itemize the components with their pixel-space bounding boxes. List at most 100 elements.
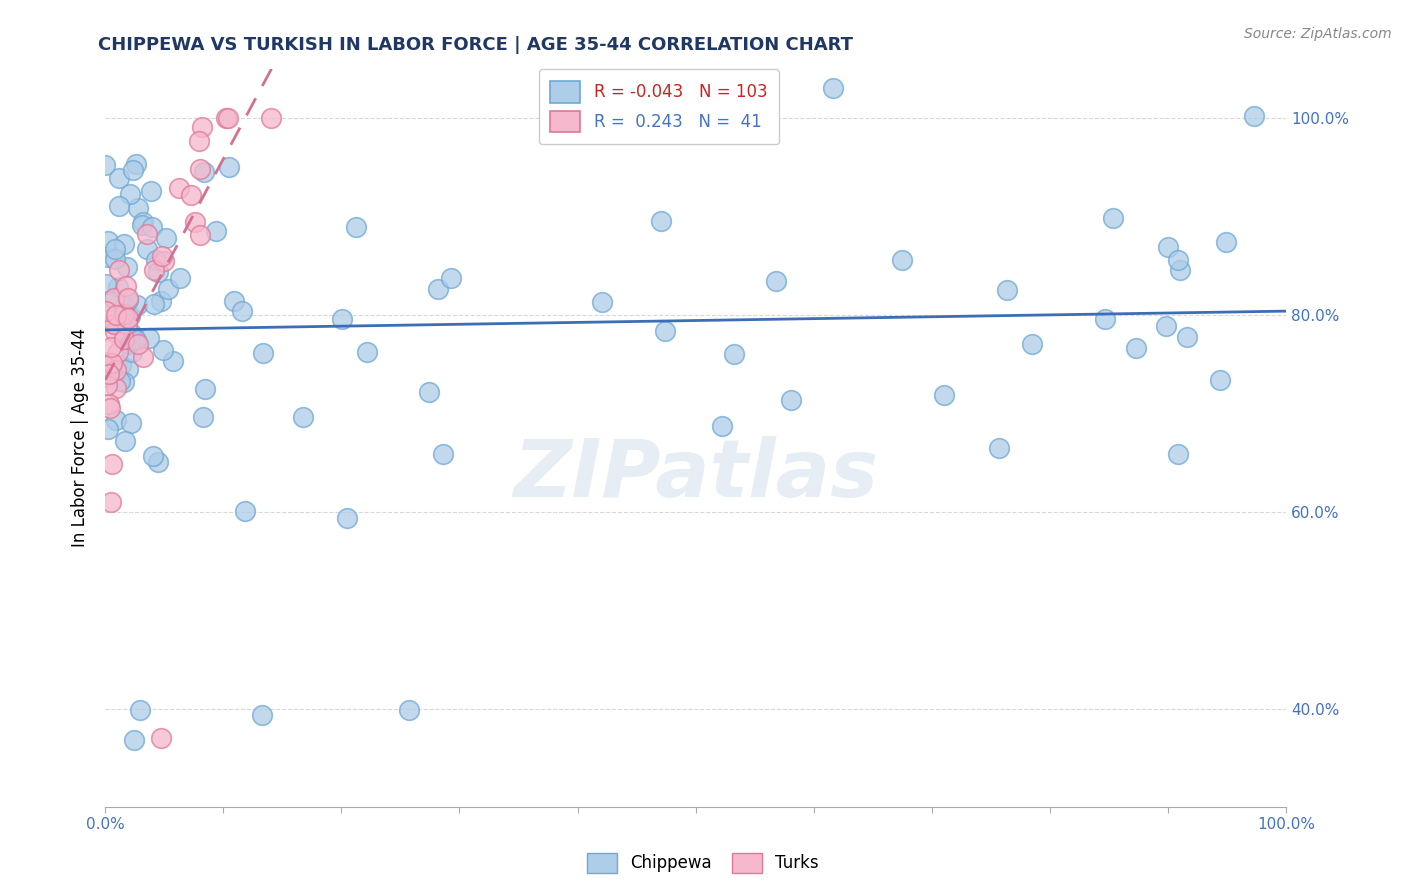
Point [205, 225, 228, 239]
Point [104, 243, 127, 257]
Point [821, 81, 844, 95]
Point [120, 326, 142, 341]
Point [120, 309, 142, 323]
Point [110, 374, 132, 388]
Point [155, 231, 177, 245]
Point [125, 157, 148, 171]
Point [125, 335, 148, 350]
Point [193, 165, 215, 179]
Point [117, 260, 139, 275]
Point [988, 441, 1011, 455]
Point [148, 455, 170, 469]
Point [122, 330, 145, 344]
Point [231, 303, 253, 318]
Point [103, 318, 125, 332]
Point [108, 199, 131, 213]
Point [723, 347, 745, 361]
Point [112, 325, 135, 339]
Point [1167, 447, 1189, 461]
Point [141, 219, 163, 234]
Point [131, 218, 153, 232]
Point [432, 447, 454, 461]
Point [153, 254, 176, 268]
Point [115, 310, 138, 325]
Point [250, 708, 273, 723]
Point [96, 250, 118, 264]
Point [132, 215, 155, 229]
Point [1021, 337, 1043, 351]
Point [1157, 240, 1180, 254]
Point [127, 298, 149, 312]
Point [117, 293, 139, 308]
Point [121, 345, 143, 359]
Point [97, 367, 120, 381]
Point [138, 331, 160, 345]
Point [104, 362, 127, 376]
Point [1125, 341, 1147, 355]
Point [104, 381, 127, 395]
Point [344, 219, 367, 234]
Point [156, 283, 179, 297]
Point [711, 419, 734, 434]
Point [108, 263, 131, 277]
Point [96, 355, 118, 369]
Point [650, 214, 672, 228]
Point [117, 318, 139, 332]
Point [125, 333, 148, 347]
Point [1175, 330, 1198, 344]
Point [1094, 311, 1116, 326]
Point [150, 249, 173, 263]
Point [167, 180, 190, 194]
Point [330, 312, 353, 326]
Point [190, 162, 212, 177]
Point [98, 293, 121, 308]
Legend: Chippewa, Turks: Chippewa, Turks [581, 847, 825, 880]
Point [115, 279, 138, 293]
Point [112, 332, 135, 346]
Point [218, 161, 240, 175]
Point [222, 293, 245, 308]
Point [131, 350, 153, 364]
Point [890, 253, 912, 268]
Point [110, 358, 132, 372]
Point [100, 340, 122, 354]
Point [418, 384, 440, 399]
Point [215, 111, 238, 125]
Point [143, 297, 166, 311]
Point [100, 495, 122, 509]
Point [934, 388, 956, 402]
Point [136, 227, 159, 242]
Point [150, 294, 173, 309]
Point [1167, 253, 1189, 268]
Point [112, 300, 135, 314]
Point [129, 703, 152, 717]
Point [149, 731, 172, 745]
Point [292, 410, 315, 425]
Point [97, 369, 120, 384]
Point [184, 215, 207, 229]
Text: Source: ZipAtlas.com: Source: ZipAtlas.com [1244, 27, 1392, 41]
Point [591, 294, 613, 309]
Point [217, 111, 239, 125]
Point [188, 227, 211, 242]
Point [1102, 211, 1125, 226]
Legend: R = -0.043   N = 103, R =  0.243   N =  41: R = -0.043 N = 103, R = 0.243 N = 41 [538, 70, 779, 144]
Point [117, 291, 139, 305]
Point [335, 511, 357, 525]
Point [997, 283, 1019, 297]
Y-axis label: In Labor Force | Age 35-44: In Labor Force | Age 35-44 [72, 328, 89, 548]
Point [780, 392, 803, 407]
Point [104, 252, 127, 266]
Text: ZIPatlas: ZIPatlas [513, 435, 879, 514]
Text: CHIPPEWA VS TURKISH IN LABOR FORCE | AGE 35-44 CORRELATION CHART: CHIPPEWA VS TURKISH IN LABOR FORCE | AGE… [98, 36, 853, 54]
Point [114, 376, 136, 390]
Point [1215, 235, 1237, 249]
Point [162, 354, 184, 368]
Point [1168, 263, 1191, 277]
Point [398, 703, 420, 717]
Point [96, 378, 118, 392]
Point [191, 120, 214, 134]
Point [1156, 318, 1178, 333]
Point [120, 187, 142, 202]
Point [117, 310, 139, 325]
